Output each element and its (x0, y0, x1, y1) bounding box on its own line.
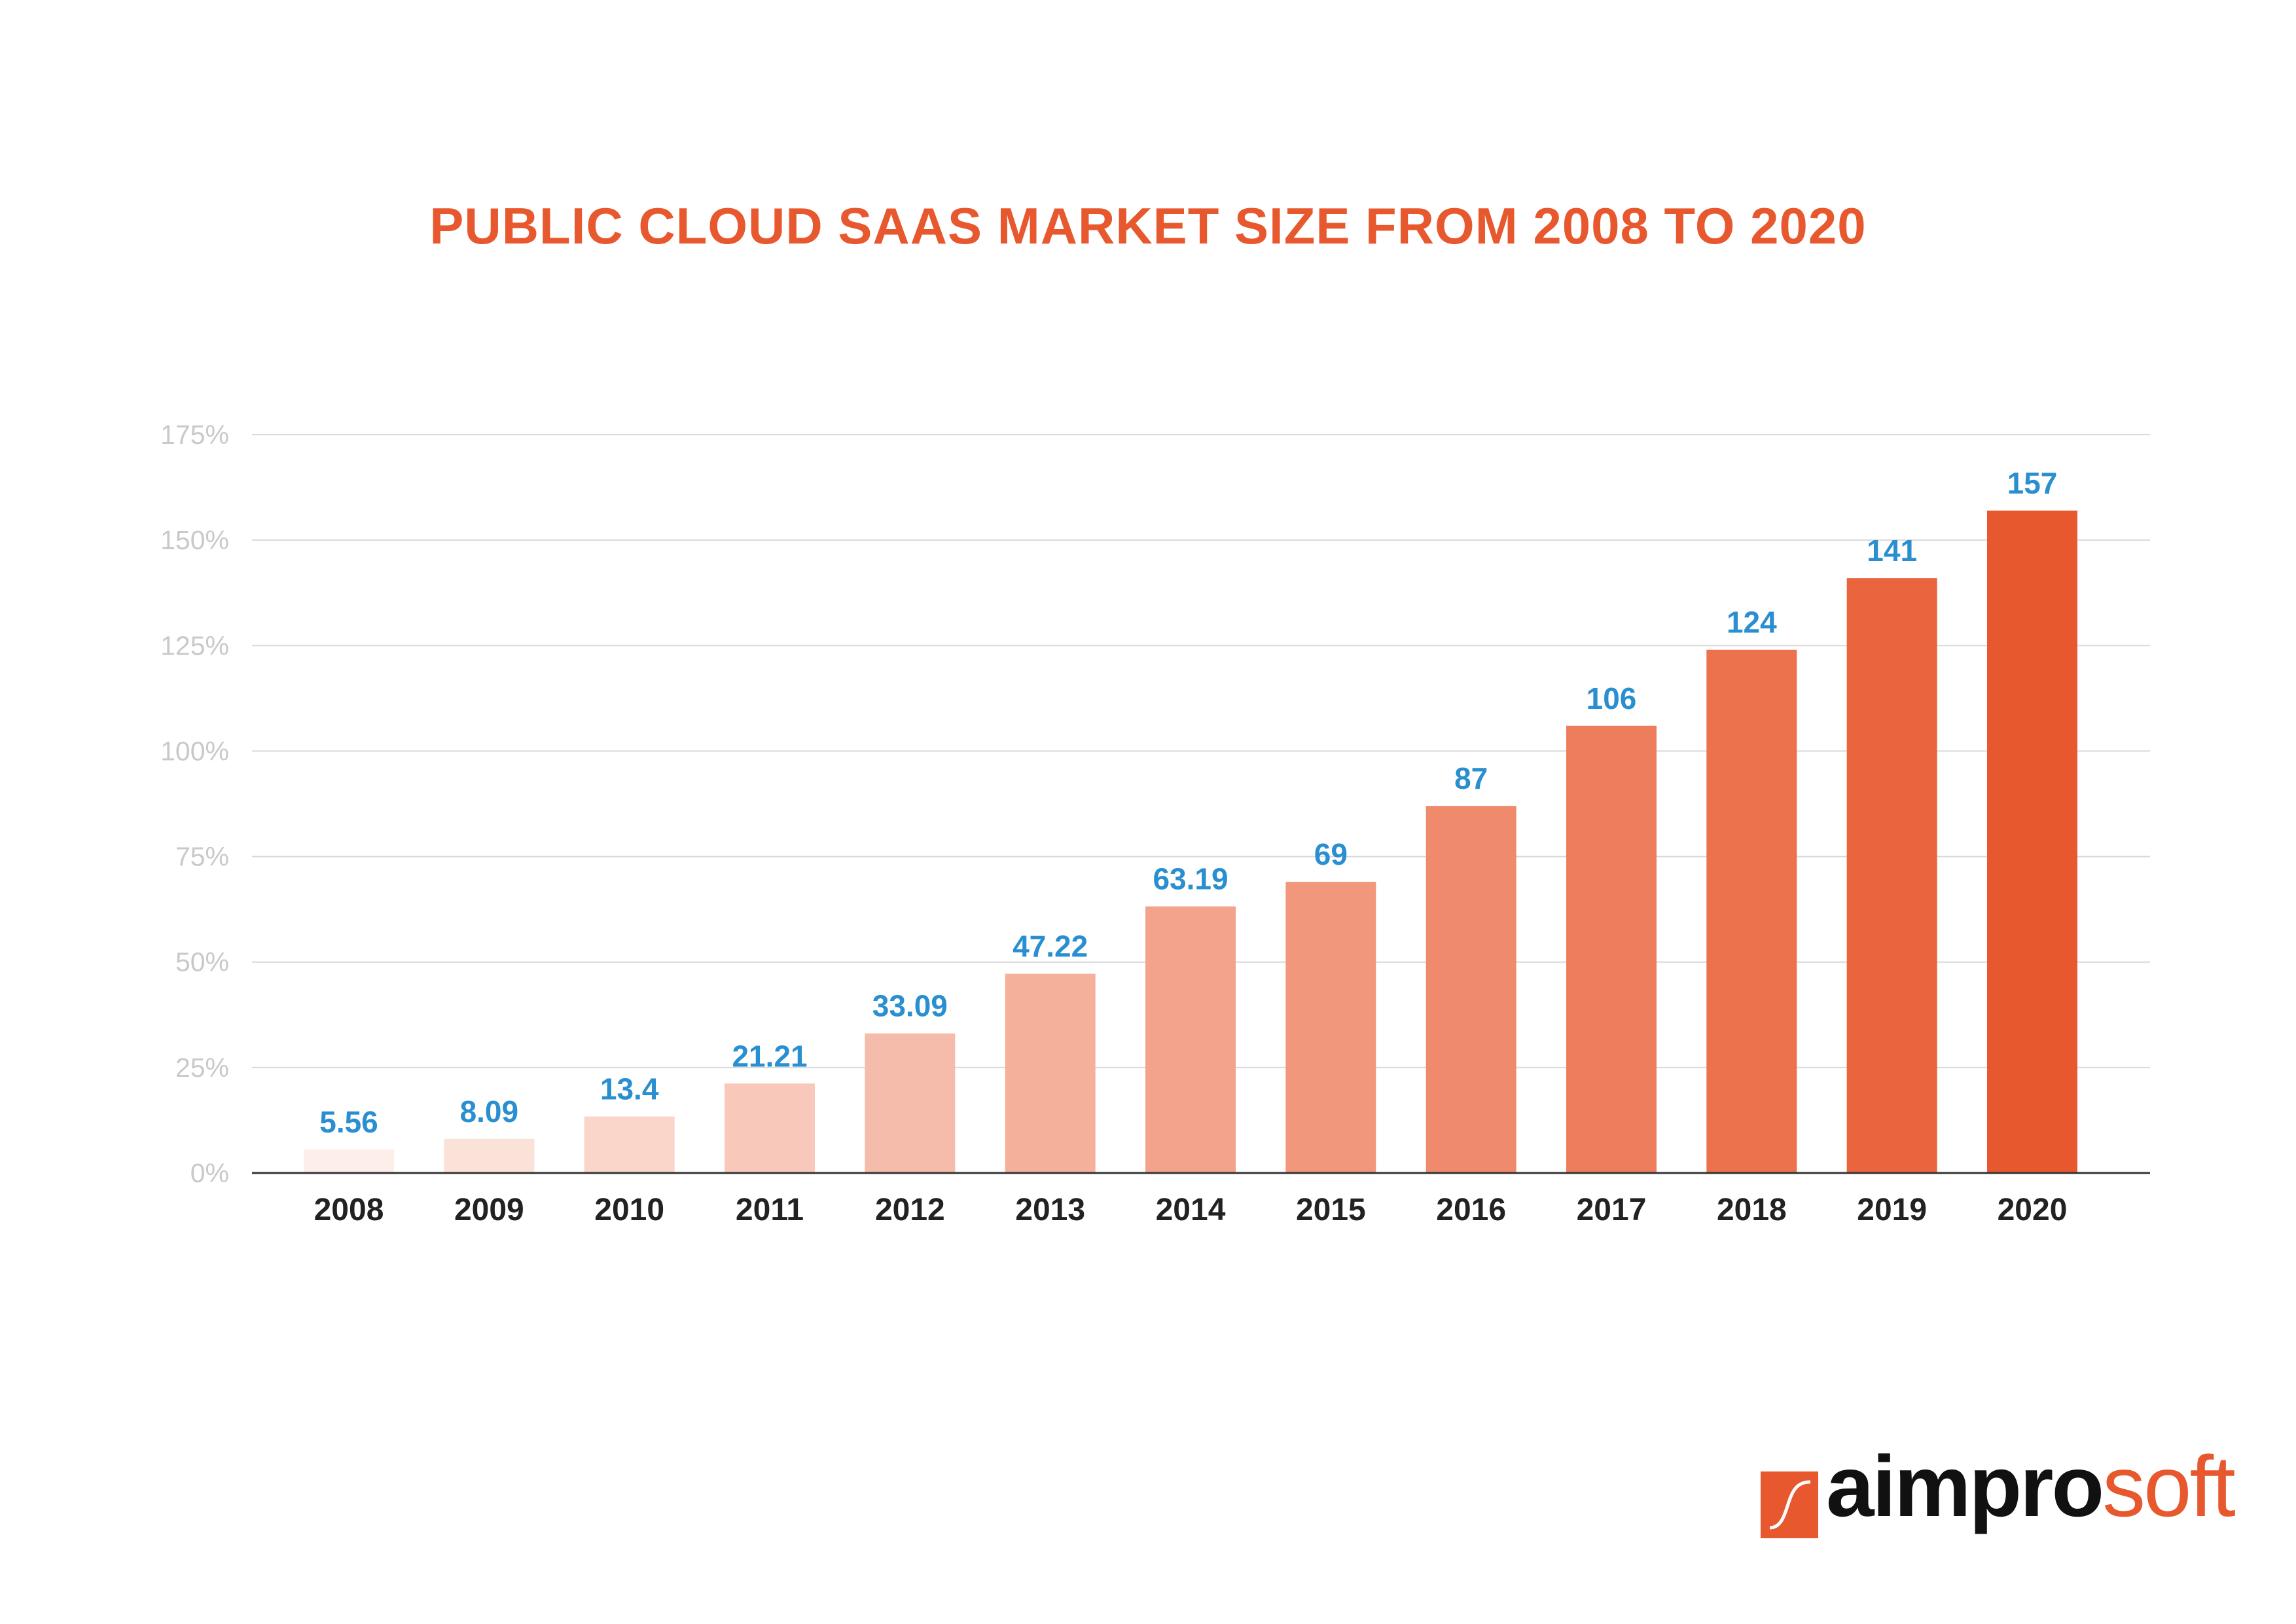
x-tick-label-2012: 2012 (875, 1193, 945, 1227)
x-tick-label-2017: 2017 (1577, 1193, 1647, 1227)
bar-2018 (1706, 649, 1797, 1173)
x-tick-label-2016: 2016 (1436, 1193, 1506, 1227)
data-label-2020: 157 (2007, 466, 2058, 500)
logo-text-accent: soft (2102, 1438, 2236, 1534)
bar-2020 (1987, 511, 2077, 1173)
x-tick-label-2010: 2010 (594, 1193, 664, 1227)
bar-2010 (584, 1116, 675, 1173)
data-label-2009: 8.09 (460, 1094, 519, 1128)
bar-2015 (1285, 882, 1376, 1173)
aimprosoft-logo: aimprosoft (1826, 1443, 2236, 1530)
data-label-2019: 141 (1867, 533, 1917, 568)
x-tick-label-2019: 2019 (1857, 1193, 1927, 1227)
data-label-2010: 13.4 (600, 1072, 659, 1106)
y-tick-label: 75% (175, 842, 229, 872)
aimprosoft-logo-icon (1761, 1471, 1818, 1538)
x-tick-label-2008: 2008 (314, 1193, 384, 1227)
y-tick-label: 25% (175, 1053, 229, 1083)
data-labels: 5.56 8.09 13.4 21.21 33.09 47.22 63.19 69 87 106 1… (319, 466, 2057, 1139)
bar-2012 (865, 1033, 956, 1173)
bars (304, 511, 2077, 1173)
y-tick-label: 100% (160, 736, 229, 766)
y-tick-label: 0% (190, 1158, 229, 1188)
x-tick-label-2020: 2020 (1998, 1193, 2068, 1227)
x-tick-label-2013: 2013 (1015, 1193, 1085, 1227)
bar-2008 (304, 1149, 394, 1173)
bar-2019 (1846, 578, 1937, 1173)
y-tick-label: 150% (160, 525, 229, 555)
x-axis-ticks: 2008 2009 2010 2011 2012 2013 2014 2015 2016 2017… (314, 1193, 2068, 1227)
y-tick-label: 50% (175, 947, 229, 977)
data-label-2013: 47.22 (1013, 929, 1088, 964)
data-label-2016: 87 (1454, 761, 1488, 795)
x-tick-label-2011: 2011 (736, 1193, 804, 1227)
logo-text-main: aimpro (1826, 1438, 2104, 1534)
data-label-2015: 69 (1314, 837, 1348, 871)
data-label-2014: 63.19 (1153, 862, 1228, 896)
data-label-2012: 33.09 (872, 989, 948, 1023)
data-label-2011: 21.21 (732, 1039, 807, 1073)
x-tick-label-2018: 2018 (1717, 1193, 1787, 1227)
bar-2011 (725, 1083, 815, 1173)
data-label-2008: 5.56 (319, 1105, 378, 1139)
bar-2017 (1566, 725, 1657, 1173)
y-tick-label: 125% (160, 630, 229, 660)
x-tick-label-2014: 2014 (1156, 1193, 1226, 1227)
bar-2013 (1005, 973, 1096, 1173)
bar-2014 (1145, 906, 1236, 1173)
x-tick-label-2015: 2015 (1296, 1193, 1366, 1227)
data-label-2017: 106 (1587, 681, 1637, 715)
y-axis-ticks: 0% 25% 50% 75% 100% 125% 150% 175% (160, 420, 229, 1188)
data-label-2018: 124 (1727, 605, 1777, 640)
bar-2009 (444, 1138, 535, 1173)
x-tick-label-2009: 2009 (454, 1193, 524, 1227)
bar-2016 (1426, 806, 1516, 1173)
y-tick-label: 175% (160, 420, 229, 450)
chart-title: PUBLIC CLOUD SAAS MARKET SIZE FROM 2008 … (429, 197, 1867, 255)
